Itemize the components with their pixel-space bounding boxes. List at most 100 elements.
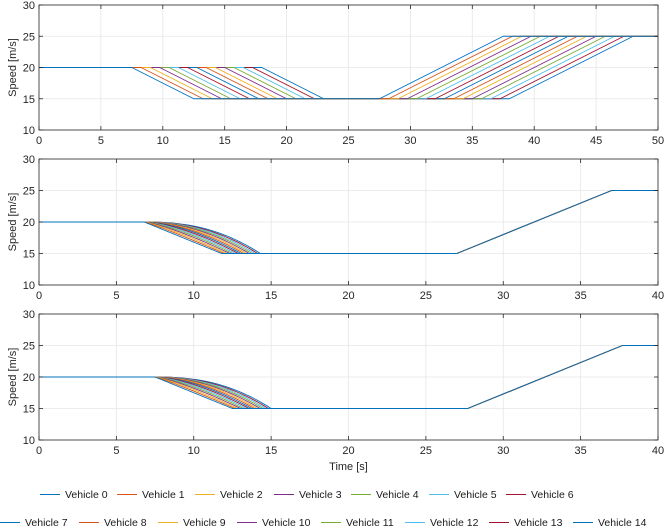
x-tick-label: 35 (466, 135, 478, 147)
series-line-vehicle-1 (39, 345, 658, 409)
x-tick-label: 15 (219, 135, 231, 147)
series-line-vehicle-2 (39, 190, 658, 254)
subplot-2: 0 5 10 15 20 25 30 35 40 10 15 20 25 30 Speed [m/s] (7, 154, 664, 302)
x-tick-label: 15 (265, 445, 277, 457)
subplot-3: 0 5 10 15 20 25 30 35 40 10 15 20 25 30 Speed [m/s] Tim… (7, 309, 664, 473)
legend-item-vehicle-9: Vehicle 9 (158, 517, 226, 529)
y-tick-label: 25 (23, 31, 35, 43)
series-group (39, 190, 658, 254)
legend-label: Vehicle 13 (514, 517, 563, 529)
x-tick-label: 50 (652, 135, 664, 147)
y-axis-label: Speed [m/s] (7, 193, 19, 252)
y-tick-label: 10 (23, 280, 35, 292)
y-tick-label: 30 (23, 309, 35, 321)
x-tick-label: 25 (420, 290, 432, 302)
legend-item-vehicle-4: Vehicle 4 (351, 489, 419, 501)
legend-item-vehicle-10: Vehicle 10 (237, 517, 311, 529)
series-group (39, 35, 658, 100)
x-tick-label: 45 (590, 135, 602, 147)
x-tick-label: 20 (342, 290, 354, 302)
legend-item-vehicle-8: Vehicle 8 (79, 517, 147, 529)
legend: Vehicle 0 Vehicle 1 Vehicle 2 Vehicle 3 Vehi… (0, 489, 647, 529)
x-tick-label: 5 (113, 445, 119, 457)
x-tick-label: 5 (98, 135, 104, 147)
x-tick-label: 15 (265, 290, 277, 302)
series-line-vehicle-5 (39, 345, 658, 409)
x-tick-label: 40 (652, 290, 664, 302)
x-tick-label: 10 (188, 445, 200, 457)
series-line-vehicle-0 (39, 35, 658, 100)
legend-label: Vehicle 6 (531, 489, 574, 501)
x-tick-label: 0 (36, 290, 42, 302)
x-axis-label: Time [s] (329, 461, 368, 473)
x-tick-label: 25 (420, 445, 432, 457)
x-tick-label: 30 (404, 135, 416, 147)
legend-label: Vehicle 7 (25, 517, 68, 529)
legend-label: Vehicle 0 (65, 489, 108, 501)
series-line-vehicle-0 (39, 345, 658, 409)
series-line-vehicle-3 (39, 190, 658, 254)
legend-item-vehicle-1: Vehicle 1 (117, 489, 185, 501)
y-tick-label: 10 (23, 435, 35, 447)
series-line-vehicle-4 (39, 345, 658, 409)
legend-item-vehicle-0: Vehicle 0 (40, 489, 108, 501)
legend-label: Vehicle 3 (299, 489, 342, 501)
legend-item-vehicle-12: Vehicle 12 (405, 517, 479, 529)
legend-item-vehicle-11: Vehicle 11 (321, 517, 394, 529)
x-tick-label: 10 (188, 290, 200, 302)
legend-item-vehicle-3: Vehicle 3 (274, 489, 342, 501)
legend-label: Vehicle 12 (430, 517, 479, 529)
series-line-vehicle-2 (39, 345, 658, 409)
legend-item-vehicle-6: Vehicle 6 (506, 489, 574, 501)
legend-label: Vehicle 14 (598, 517, 647, 529)
x-tick-label: 35 (575, 445, 587, 457)
y-tick-label: 15 (23, 249, 35, 261)
series-line-vehicle-1 (39, 190, 658, 254)
y-tick-label: 25 (23, 186, 35, 198)
x-tick-label: 40 (528, 135, 540, 147)
x-tick-label: 25 (342, 135, 354, 147)
legend-item-vehicle-13: Vehicle 13 (489, 517, 563, 529)
y-tick-label: 15 (23, 404, 35, 416)
legend-label: Vehicle 9 (183, 517, 226, 529)
x-tick-label: 0 (36, 445, 42, 457)
x-tick-label: 20 (342, 445, 354, 457)
x-tick-label: 20 (280, 135, 292, 147)
y-tick-label: 30 (23, 0, 35, 12)
y-tick-label: 15 (23, 94, 35, 106)
legend-item-vehicle-14: Vehicle 14 (573, 517, 647, 529)
x-tick-label: 40 (652, 445, 664, 457)
x-tick-label: 5 (113, 290, 119, 302)
y-tick-label: 30 (23, 154, 35, 166)
series-line-vehicle-5 (39, 190, 658, 254)
subplot-1: 0 5 10 15 20 25 30 35 40 45 50 10 15 20 25 30 Speed [m/s… (7, 0, 664, 147)
legend-label: Vehicle 11 (346, 517, 394, 529)
legend-label: Vehicle 5 (454, 489, 497, 501)
series-line-vehicle-4 (39, 190, 658, 254)
y-tick-label: 20 (23, 63, 35, 75)
legend-label: Vehicle 1 (142, 489, 185, 501)
y-tick-label: 20 (23, 372, 35, 384)
x-tick-label: 35 (575, 290, 587, 302)
y-tick-label: 20 (23, 217, 35, 229)
legend-item-vehicle-2: Vehicle 2 (195, 489, 263, 501)
y-tick-label: 25 (23, 341, 35, 353)
x-tick-label: 30 (497, 290, 509, 302)
series-group (39, 345, 658, 409)
legend-item-vehicle-7: Vehicle 7 (0, 517, 68, 529)
y-tick-label: 10 (23, 125, 35, 137)
legend-label: Vehicle 10 (262, 517, 311, 529)
series-line-vehicle-3 (39, 345, 658, 409)
legend-item-vehicle-5: Vehicle 5 (429, 489, 497, 501)
series-line-vehicle-0 (39, 190, 658, 254)
legend-label: Vehicle 2 (220, 489, 263, 501)
x-tick-label: 0 (36, 135, 42, 147)
legend-label: Vehicle 8 (104, 517, 147, 529)
legend-label: Vehicle 4 (376, 489, 419, 501)
x-tick-label: 10 (157, 135, 169, 147)
x-tick-label: 30 (497, 445, 509, 457)
y-axis-label: Speed [m/s] (7, 348, 19, 407)
y-axis-label: Speed [m/s] (7, 38, 19, 97)
